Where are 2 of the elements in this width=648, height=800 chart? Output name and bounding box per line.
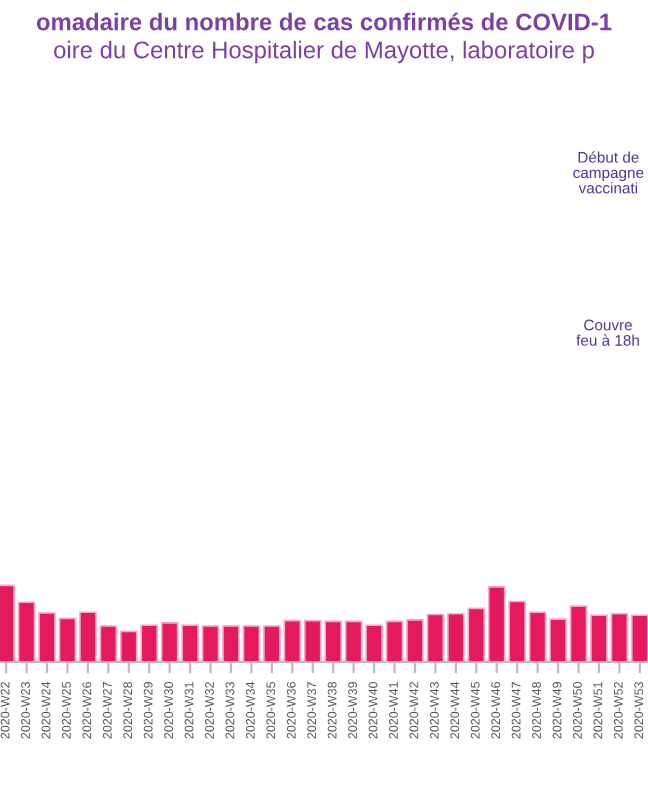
chart-subtitle: oire du Centre Hospitalier de Mayotte, laboratoire p bbox=[54, 40, 594, 64]
chart-title: omadaire du nombre de cas confirmés de COVID-1 bbox=[36, 12, 612, 31]
